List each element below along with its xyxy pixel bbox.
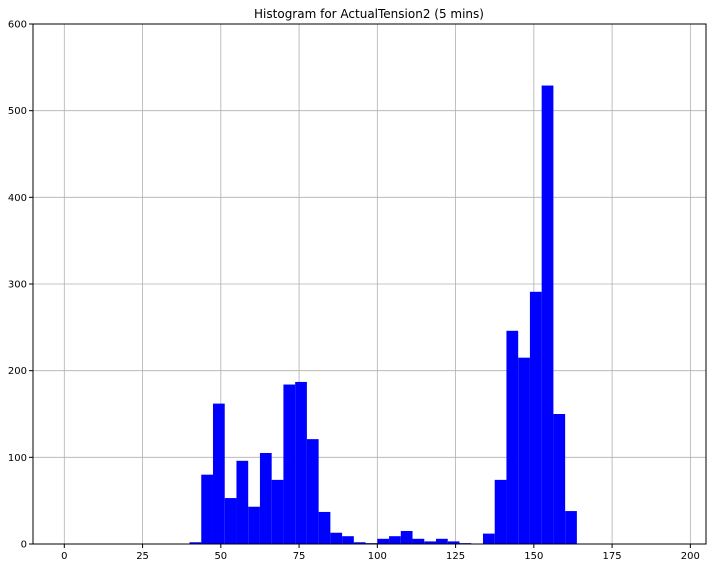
- histogram-bar: [565, 511, 577, 544]
- x-tick-label: 150: [524, 551, 543, 562]
- y-axis: 0 100 200 300 400 500 600: [8, 20, 33, 551]
- histogram-bar: [189, 542, 202, 544]
- x-tick-label: 50: [214, 551, 227, 562]
- y-tick-label: 0: [21, 540, 27, 551]
- x-tick-label: 75: [293, 551, 306, 562]
- histogram-bar: [236, 460, 249, 544]
- x-axis: 0 25 50 75 100 125 150 175 200: [61, 544, 700, 562]
- histogram-bar: [506, 330, 519, 544]
- histogram-bar: [201, 474, 213, 544]
- histogram-bar: [353, 542, 366, 544]
- histogram-bar: [518, 357, 530, 544]
- y-tick-label: 600: [8, 20, 27, 31]
- x-tick-label: 0: [61, 551, 67, 562]
- histogram-bar: [224, 498, 237, 544]
- x-tick-label: 100: [368, 551, 387, 562]
- histogram-bar: [212, 403, 225, 544]
- histogram-bar: [482, 533, 495, 544]
- x-tick-label: 175: [603, 551, 622, 562]
- bars-layer: [189, 85, 577, 545]
- histogram-bar: [318, 511, 331, 544]
- histogram-bar: [494, 479, 507, 544]
- histogram-bar: [400, 531, 413, 544]
- histogram-bar: [447, 541, 460, 544]
- y-tick-label: 300: [8, 280, 27, 291]
- histogram-bar: [541, 85, 554, 545]
- histogram-bar: [342, 536, 354, 544]
- histogram-bar: [377, 538, 390, 544]
- x-tick-label: 200: [681, 551, 700, 562]
- y-tick-label: 500: [8, 106, 27, 117]
- histogram-bar: [330, 532, 343, 544]
- y-tick-label: 200: [8, 366, 27, 377]
- histogram-bar: [295, 381, 307, 544]
- histogram-bar: [248, 506, 260, 544]
- histogram-bar: [529, 291, 542, 544]
- histogram-bar: [389, 536, 401, 544]
- histogram-bar: [424, 541, 437, 544]
- x-tick-label: 25: [136, 551, 149, 562]
- histogram-bar: [436, 538, 448, 544]
- histogram-bar: [553, 414, 566, 544]
- histogram-bar: [412, 538, 425, 544]
- chart-title: Histogram for ActualTension2 (5 mins): [254, 7, 484, 21]
- histogram-bar: [283, 384, 296, 544]
- x-tick-label: 125: [446, 551, 465, 562]
- y-tick-label: 400: [8, 193, 27, 204]
- y-tick-label: 100: [8, 453, 27, 464]
- histogram-bar: [306, 439, 319, 544]
- histogram-bar: [259, 453, 272, 544]
- histogram-bar: [271, 479, 284, 544]
